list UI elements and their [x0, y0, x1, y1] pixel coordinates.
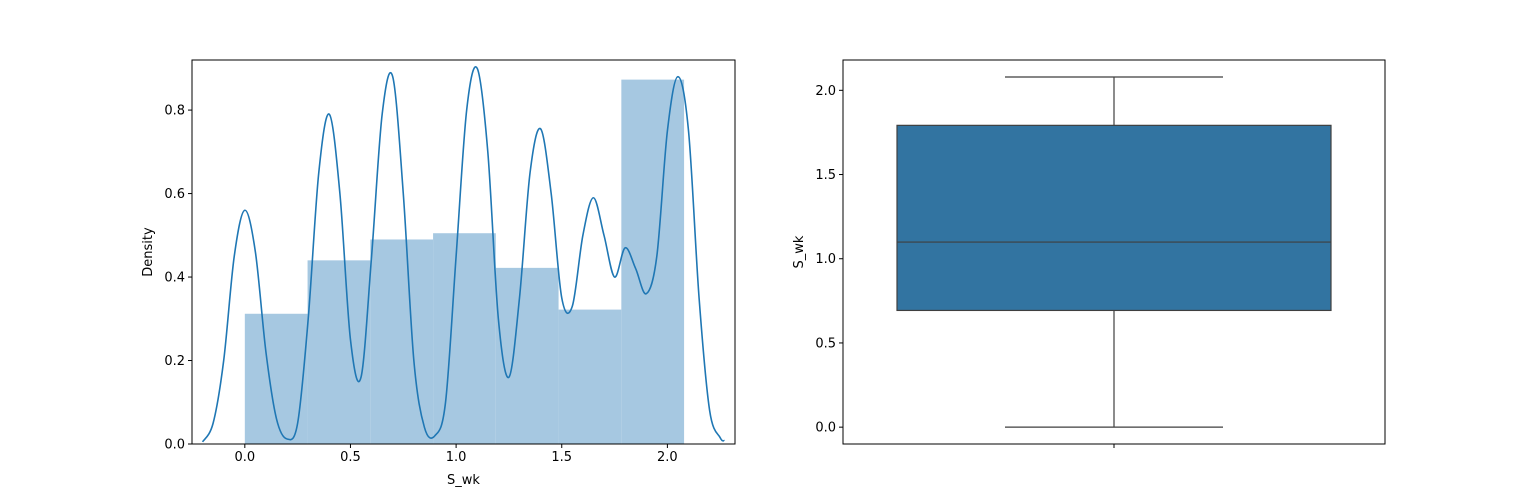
histogram-bar-2	[370, 239, 434, 444]
histogram-bar-3	[433, 233, 496, 444]
histogram-x-tick-label-2: 1.0	[446, 450, 467, 465]
histogram-x-ticks: 0.0 0.5 1.0 1.5 2.0	[234, 444, 678, 465]
histogram-y-tick-label-1: 0.2	[164, 354, 185, 369]
histogram-y-tick-label-3: 0.6	[164, 187, 185, 202]
histogram-axes-frame	[191, 59, 736, 445]
boxplot-panel: 0.0 0.5 1.0 1.5 2.0 S_wk	[792, 59, 1386, 448]
kde-line	[201, 66, 725, 443]
histogram-x-axis-label: S_wk	[447, 473, 480, 488]
boxplot-y-tick-label-3: 1.5	[815, 168, 836, 183]
histogram-x-tick-label-4: 2.0	[657, 450, 678, 465]
boxplot-y-tick-label-1: 0.5	[815, 336, 836, 351]
histogram-y-tick-label-4: 0.8	[164, 104, 185, 119]
histogram-bar-4	[495, 267, 559, 444]
boxplot-y-tick-label-2: 1.0	[815, 252, 836, 267]
histogram-bar-5	[558, 309, 622, 444]
histogram-bar-6	[621, 79, 685, 444]
histogram-bars	[244, 79, 685, 444]
boxplot-y-tick-label-0: 0.0	[815, 421, 836, 436]
histogram-y-tick-label-2: 0.4	[164, 271, 185, 286]
boxplot-y-ticks: 0.0 0.5 1.0 1.5 2.0	[815, 84, 843, 436]
boxplot-y-tick-label-4: 2.0	[815, 84, 836, 99]
histogram-x-tick-label-3: 1.5	[551, 450, 572, 465]
boxplot-iqr-box	[896, 124, 1332, 312]
histogram-y-axis-label: Density	[141, 227, 156, 277]
histogram-x-tick-label-0: 0.0	[234, 450, 255, 465]
histogram-y-tick-label-0: 0.0	[164, 438, 185, 453]
histogram-x-tick-label-1: 0.5	[340, 450, 361, 465]
histogram-y-ticks: 0.0 0.2 0.4 0.6 0.8	[164, 104, 192, 453]
histogram-panel: 0.0 0.5 1.0 1.5 2.0 0.0 0.2 0.4 0.6 0.8 S_wk Den…	[141, 59, 736, 488]
boxplot-y-axis-label: S_wk	[792, 235, 807, 268]
histogram-bar-1	[307, 260, 371, 444]
